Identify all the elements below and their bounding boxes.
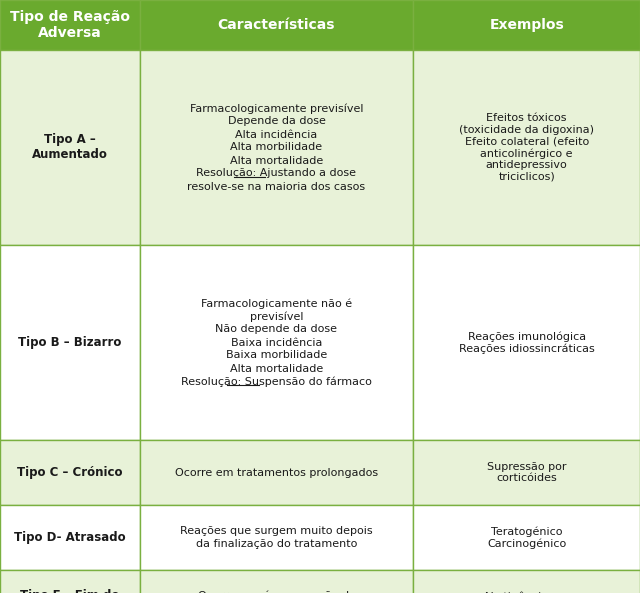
Text: Ocorrem após suspensão do: Ocorrem após suspensão do (198, 591, 355, 593)
Text: Efeitos tóxicos
(toxicidade da digoxina)
Efeito colateral (efeito
anticolinérgic: Efeitos tóxicos (toxicidade da digoxina)… (460, 113, 594, 182)
Text: Farmacologicamente não é: Farmacologicamente não é (201, 298, 352, 309)
Text: Não depende da dose: Não depende da dose (216, 324, 337, 334)
Text: Exemplos: Exemplos (490, 18, 564, 32)
Bar (413, 245, 640, 440)
Text: previsível: previsível (250, 311, 303, 322)
Bar (0, 570, 140, 593)
Text: Tipo de Reação
Adversa: Tipo de Reação Adversa (10, 10, 130, 40)
Text: Farmacologicamente previsível: Farmacologicamente previsível (189, 103, 364, 114)
Text: Tipo E – Fim do
uso: Tipo E – Fim do uso (20, 588, 120, 593)
Text: Baixa incidência: Baixa incidência (231, 337, 322, 347)
Bar (413, 570, 640, 593)
Bar (0, 50, 140, 245)
Text: Alta morbilidade: Alta morbilidade (230, 142, 323, 152)
Text: Características: Características (218, 18, 335, 32)
Text: Alta incidência: Alta incidência (236, 129, 317, 139)
Text: da finalização do tratamento: da finalização do tratamento (196, 539, 357, 549)
Text: Alta mortalidade: Alta mortalidade (230, 364, 323, 374)
Bar (0, 0, 140, 50)
Bar (140, 50, 413, 245)
Bar (0, 440, 140, 505)
Bar (413, 0, 640, 50)
Text: Resolução: Suspensão do fármaco: Resolução: Suspensão do fármaco (181, 376, 372, 387)
Text: Tipo D- Atrasado: Tipo D- Atrasado (14, 531, 125, 544)
Text: Teratogénico
Carcinogénico: Teratogénico Carcinogénico (487, 526, 566, 549)
Bar (140, 245, 413, 440)
Text: Tipo B – Bizarro: Tipo B – Bizarro (18, 336, 122, 349)
Text: Tipo A –
Aumentado: Tipo A – Aumentado (32, 133, 108, 161)
Bar (140, 505, 413, 570)
Text: Resolução: Ajustando a dose: Resolução: Ajustando a dose (196, 168, 356, 178)
Bar (140, 0, 413, 50)
Bar (413, 440, 640, 505)
Bar (140, 440, 413, 505)
Text: Alta mortalidade: Alta mortalidade (230, 155, 323, 165)
Text: Baixa morbilidade: Baixa morbilidade (226, 350, 327, 361)
Text: Ocorre em tratamentos prolongados: Ocorre em tratamentos prolongados (175, 467, 378, 477)
Bar (413, 505, 640, 570)
Bar (413, 50, 640, 245)
Bar (140, 570, 413, 593)
Text: Abstinência por
opiáceos: Abstinência por opiáceos (483, 591, 570, 593)
Text: Reações que surgem muito depois: Reações que surgem muito depois (180, 526, 372, 536)
Bar (0, 245, 140, 440)
Text: Depende da dose: Depende da dose (228, 116, 325, 126)
Text: Supressão por
corticóides: Supressão por corticóides (487, 462, 566, 483)
Text: Tipo C – Crónico: Tipo C – Crónico (17, 466, 122, 479)
Bar (0, 505, 140, 570)
Text: resolve-se na maioria dos casos: resolve-se na maioria dos casos (188, 181, 365, 192)
Text: Reações imunológica
Reações idiossincráticas: Reações imunológica Reações idiossincrát… (459, 331, 595, 354)
